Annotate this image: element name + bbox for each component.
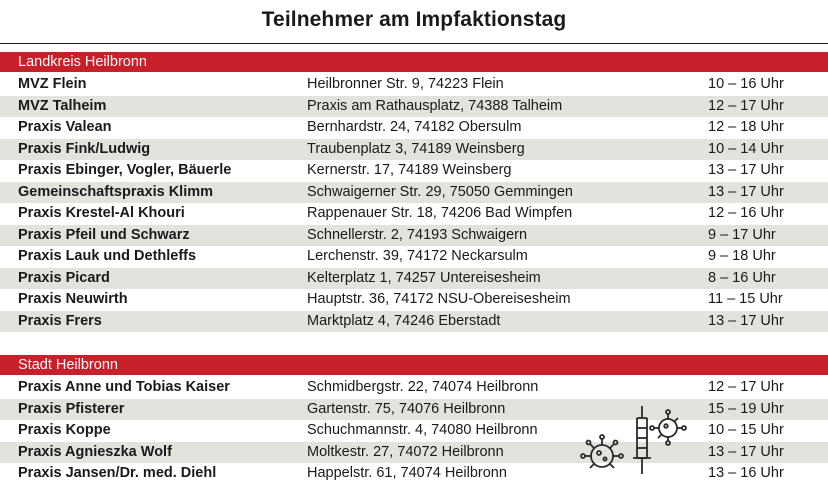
table-row: MVZ Talheim Praxis am Rathausplatz, 74388… [0, 95, 828, 117]
practice-address: Traubenplatz 3, 74189 Weinsberg [307, 140, 525, 157]
practice-name: Praxis Ebinger, Vogler, Bäuerle [18, 162, 232, 178]
opening-hours: 12 – 17 Uhr [708, 379, 784, 395]
practice-name: Praxis Pfisterer [18, 400, 125, 417]
opening-hours: 13 – 17 Uhr [708, 312, 784, 329]
practice-address: Bernhardstr. 24, 74182 Obersulm [307, 119, 522, 135]
syringe-icon [633, 406, 651, 474]
virus-icon [649, 409, 687, 446]
practice-name: Praxis Valean [18, 119, 112, 135]
opening-hours: 15 – 19 Uhr [708, 400, 784, 417]
practice-address: Rappenauer Str. 18, 74206 Bad Wimpfen [307, 205, 573, 221]
practice-address: Marktplatz 4, 74246 Eberstadt [307, 312, 501, 329]
opening-hours: 13 – 17 Uhr [708, 183, 784, 200]
opening-hours: 9 – 17 Uhr [708, 226, 776, 243]
table-row: Praxis Koppe Schuchmannstr. 4, 74080 Heil… [0, 420, 828, 442]
page-title: Teilnehmer am Impfaktionstag [261, 8, 567, 31]
section-header: Stadt Heilbronn [0, 355, 828, 375]
practice-address: Moltkestr. 27, 74072 Heilbronn [307, 443, 504, 460]
practice-name: Praxis Krestel-Al Khouri [18, 205, 185, 221]
practice-name: Praxis Picard [18, 269, 110, 286]
practice-address: Lerchenstr. 39, 74172 Neckarsulm [307, 248, 528, 264]
table-row: Praxis Fink/Ludwig Traubenplatz 3, 74189 … [0, 138, 828, 160]
opening-hours: 13 – 17 Uhr [708, 443, 784, 460]
title-divider [0, 43, 828, 44]
table-row: Praxis Anne und Tobias Kaiser Schmidbergs… [0, 377, 828, 399]
table-row: Praxis Agnieszka Wolf Moltkestr. 27, 7407… [0, 441, 828, 463]
practice-name: Praxis Fink/Ludwig [18, 140, 151, 157]
opening-hours: 10 – 16 Uhr [708, 76, 784, 92]
practice-name: Gemeinschaftspraxis Klimm [18, 183, 214, 200]
practice-name: Praxis Lauk und Dethleffs [18, 248, 197, 264]
practice-address: Gartenstr. 75, 74076 Heilbronn [307, 400, 506, 417]
opening-hours: 12 – 16 Uhr [708, 205, 784, 221]
practice-name: MVZ Talheim [18, 97, 107, 114]
opening-hours: 12 – 17 Uhr [708, 97, 784, 114]
opening-hours: 12 – 18 Uhr [708, 119, 784, 135]
table-row: Praxis Valean Bernhardstr. 24, 74182 Ober… [0, 117, 828, 139]
table-row: Praxis Frers Marktplatz 4, 74246 Eberstad… [0, 310, 828, 332]
opening-hours: 8 – 16 Uhr [708, 269, 776, 286]
vaccine-illustration [580, 406, 687, 474]
opening-hours: 13 – 17 Uhr [708, 162, 784, 178]
practice-address: Schuchmannstr. 4, 74080 Heilbronn [307, 422, 538, 438]
table-row: Praxis Picard Kelterplatz 1, 74257 Untere… [0, 267, 828, 289]
virus-icon [580, 434, 624, 469]
table-row: Praxis Lauk und Dethleffs Lerchenstr. 39,… [0, 246, 828, 268]
opening-hours: 10 – 15 Uhr [708, 422, 784, 438]
practice-name: Praxis Neuwirth [18, 291, 128, 307]
opening-hours: 10 – 14 Uhr [708, 140, 784, 157]
table-row: Gemeinschaftspraxis Klimm Schwaigerner St… [0, 181, 828, 203]
opening-hours: 9 – 18 Uhr [708, 248, 776, 264]
practice-address: Schmidbergstr. 22, 74074 Heilbronn [307, 379, 539, 395]
practice-address: Kernerstr. 17, 74189 Weinsberg [307, 162, 512, 178]
practice-address: Praxis am Rathausplatz, 74388 Talheim [307, 97, 563, 114]
section-header: Landkreis Heilbronn [0, 52, 828, 72]
practice-address: Kelterplatz 1, 74257 Untereisesheim [307, 269, 541, 286]
opening-hours: 11 – 15 Uhr [708, 291, 783, 307]
table-row: Praxis Krestel-Al Khouri Rappenauer Str. … [0, 203, 828, 225]
table-row: Praxis Neuwirth Hauptstr. 36, 74172 NSU-O… [0, 289, 828, 311]
practice-address: Schwaigerner Str. 29, 75050 Gemmingen [307, 183, 573, 200]
practice-name: Praxis Anne und Tobias Kaiser [18, 379, 230, 395]
practice-name: Praxis Agnieszka Wolf [18, 443, 172, 460]
practice-address: Heilbronner Str. 9, 74223 Flein [307, 76, 504, 92]
table-row: Praxis Pfeil und Schwarz Schnellerstr. 2,… [0, 224, 828, 246]
practice-name: Praxis Frers [18, 312, 102, 329]
practice-name: MVZ Flein [18, 76, 87, 92]
practice-address: Hauptstr. 36, 74172 NSU-Obereisesheim [307, 291, 571, 307]
table-row: MVZ Flein Heilbronner Str. 9, 74223 Flein… [0, 74, 828, 96]
practice-name: Praxis Koppe [18, 422, 111, 438]
practice-name: Praxis Pfeil und Schwarz [18, 226, 190, 243]
practice-address: Schnellerstr. 2, 74193 Schwaigern [307, 226, 528, 243]
table-row: Praxis Pfisterer Gartenstr. 75, 74076 Hei… [0, 398, 828, 420]
table-row: Praxis Ebinger, Vogler, Bäuerle Kernerstr… [0, 160, 828, 182]
